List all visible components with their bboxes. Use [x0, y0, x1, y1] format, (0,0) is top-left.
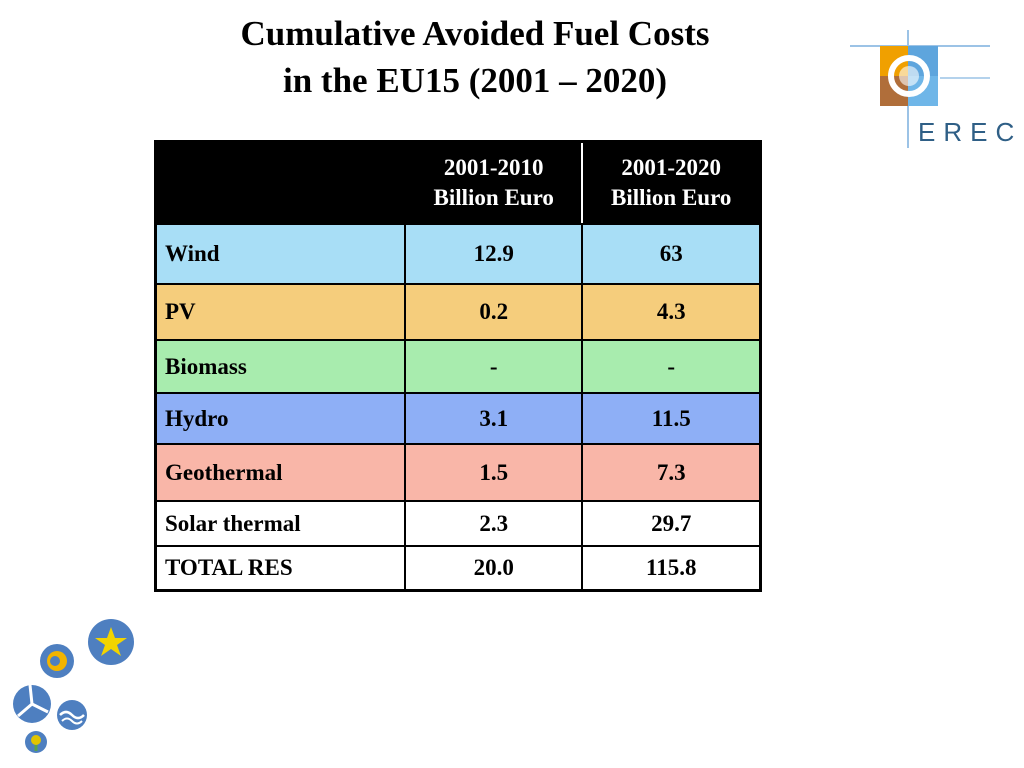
row-value-2020: - — [581, 339, 762, 394]
row-name: TOTAL RES — [154, 545, 406, 591]
star-icon — [88, 619, 134, 665]
row-value-2010: 1.5 — [403, 443, 584, 502]
row-value-2010: 20.0 — [403, 545, 584, 591]
header-category — [154, 140, 406, 225]
renewable-energy-icons — [13, 619, 134, 753]
row-name: Wind — [154, 223, 406, 285]
table-row: Solar thermal 2.3 29.7 — [154, 500, 762, 547]
table-row: TOTAL RES 20.0 115.8 — [154, 545, 762, 591]
row-value-2010: 3.1 — [403, 392, 584, 445]
row-value-2010: 0.2 — [403, 283, 584, 341]
header-2001-2010-unit: Billion Euro — [433, 185, 554, 210]
row-value-2010: 2.3 — [403, 500, 584, 547]
table-row: Biomass - - — [154, 339, 762, 394]
title-line-1: Cumulative Avoided Fuel Costs — [240, 14, 710, 53]
row-value-2010: 12.9 — [403, 223, 584, 285]
row-name: Hydro — [154, 392, 406, 445]
wave-icon — [57, 700, 87, 730]
page-title: Cumulative Avoided Fuel Costs in the EU1… — [150, 10, 800, 104]
row-value-2020: 11.5 — [581, 392, 762, 445]
row-name: Geothermal — [154, 443, 406, 502]
plant-icon — [25, 731, 47, 753]
header-2001-2020-years: 2001-2020 — [621, 155, 722, 180]
erec-logo-icon — [850, 30, 990, 148]
row-value-2020: 4.3 — [581, 283, 762, 341]
title-line-2: in the EU15 (2001 – 2020) — [282, 61, 668, 100]
row-name: Biomass — [154, 339, 406, 394]
row-name: Solar thermal — [154, 500, 406, 547]
row-value-2020: 29.7 — [581, 500, 762, 547]
table-row: Wind 12.9 63 — [154, 223, 762, 285]
erec-logo-text: EREC — [918, 117, 1023, 147]
table-row: PV 0.2 4.3 — [154, 283, 762, 341]
row-value-2020: 63 — [581, 223, 762, 285]
wind-turbine-icon — [13, 684, 51, 723]
header-2001-2010-years: 2001-2010 — [443, 155, 544, 180]
row-value-2010: - — [403, 339, 584, 394]
sun-icon — [40, 644, 74, 678]
avoided-costs-table: 2001-2010 Billion Euro 2001-2020 Billion… — [154, 140, 762, 592]
table-row: Hydro 3.1 11.5 — [154, 392, 762, 445]
table-row: Geothermal 1.5 7.3 — [154, 443, 762, 502]
row-name: PV — [154, 283, 406, 341]
row-value-2020: 7.3 — [581, 443, 762, 502]
header-2001-2010: 2001-2010 Billion Euro — [403, 140, 584, 225]
row-value-2020: 115.8 — [581, 545, 762, 591]
table-header-row: 2001-2010 Billion Euro 2001-2020 Billion… — [154, 140, 762, 225]
header-2001-2020: 2001-2020 Billion Euro — [581, 140, 762, 225]
header-2001-2020-unit: Billion Euro — [611, 185, 732, 210]
